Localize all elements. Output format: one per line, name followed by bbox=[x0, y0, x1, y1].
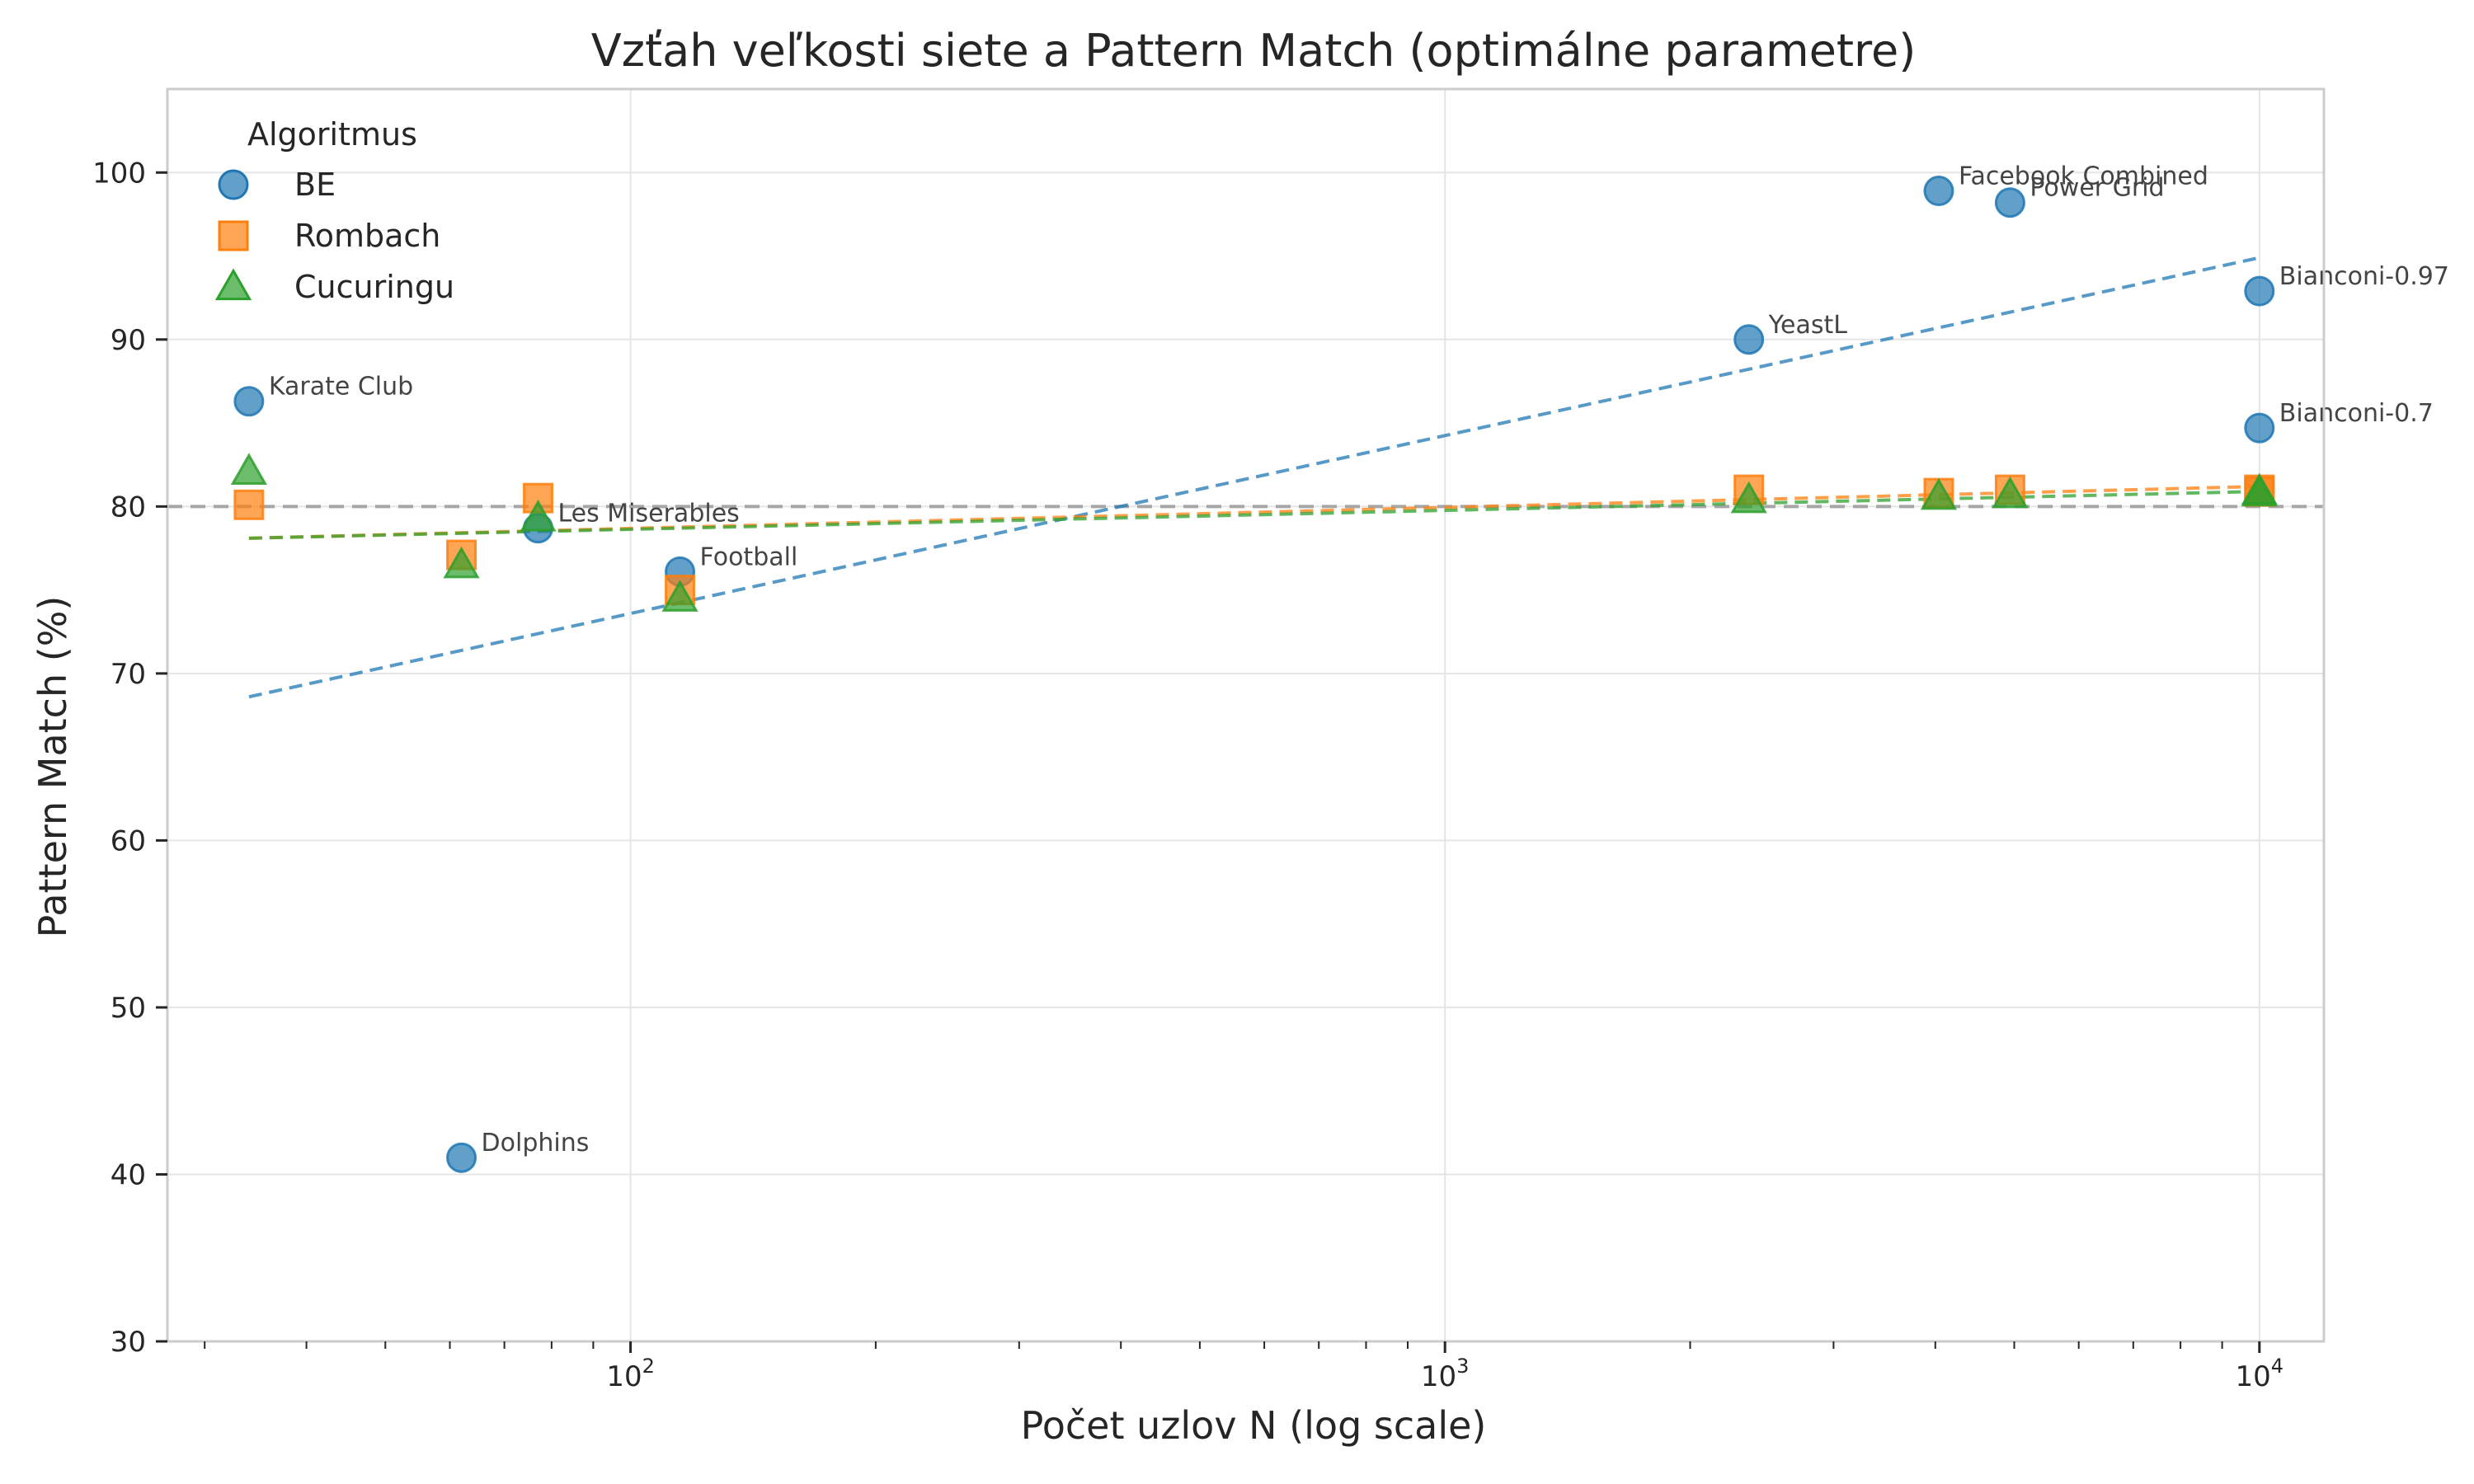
point-label: Karate Club bbox=[269, 373, 413, 402]
legend-item-rombach: Rombach bbox=[218, 218, 440, 254]
legend-label: Cucuringu bbox=[294, 269, 454, 305]
point-be bbox=[2244, 275, 2275, 307]
legend-label: Rombach bbox=[294, 218, 440, 254]
y-tick-label: 90 bbox=[111, 324, 146, 357]
x-tick-label: 103 bbox=[1421, 1355, 1470, 1393]
point-be bbox=[1994, 187, 2025, 218]
y-tick-label: 100 bbox=[92, 157, 146, 190]
grid bbox=[167, 89, 2324, 1341]
point-be bbox=[2244, 412, 2275, 444]
y-axis-title: Pattern Match (%) bbox=[31, 596, 75, 938]
point-cucuringu bbox=[230, 453, 268, 485]
trend-line-be bbox=[248, 256, 2260, 699]
point-label: Power Grid bbox=[2030, 174, 2164, 203]
legend-marker-be bbox=[218, 169, 249, 200]
point-cucuringu bbox=[1992, 476, 2029, 509]
point-cucuringu bbox=[2241, 472, 2278, 505]
plot-frame bbox=[166, 87, 2326, 1343]
x-tick-label: 104 bbox=[2236, 1355, 2284, 1393]
series-cucuringu bbox=[230, 453, 2278, 612]
legend-marker-rombach bbox=[218, 220, 249, 251]
legend: Algoritmus BE Rombach Cucuringu bbox=[214, 116, 454, 305]
point-rombach bbox=[233, 489, 265, 520]
legend-item-be: BE bbox=[218, 167, 336, 203]
x-tick-label: 102 bbox=[606, 1355, 655, 1393]
y-tick-label: 30 bbox=[111, 1326, 146, 1359]
y-tick-label: 70 bbox=[111, 658, 146, 691]
data-points bbox=[230, 176, 2278, 1173]
point-label: Bianconi-0.7 bbox=[2279, 399, 2434, 428]
legend-title: Algoritmus bbox=[247, 116, 417, 153]
y-tick-label: 60 bbox=[111, 824, 146, 857]
y-tick-label: 50 bbox=[111, 992, 146, 1025]
legend-item-cucuringu: Cucuringu bbox=[214, 268, 454, 305]
point-cucuringu bbox=[661, 580, 698, 612]
point-be bbox=[446, 1142, 477, 1173]
x-axis-title: Počet uzlov N (log scale) bbox=[1021, 1403, 1487, 1448]
point-be bbox=[1923, 176, 1954, 207]
point-cucuringu bbox=[520, 499, 557, 532]
point-label: Facebook Combined bbox=[1959, 162, 2208, 191]
point-labels: Karate Club Dolphins Les Miserables Footbal… bbox=[269, 162, 2449, 1158]
point-label: Football bbox=[700, 542, 798, 571]
legend-label: BE bbox=[294, 167, 336, 203]
point-label: Dolphins bbox=[482, 1129, 590, 1158]
point-cucuringu bbox=[443, 546, 480, 579]
point-label: YeastL bbox=[1768, 311, 1848, 340]
point-be bbox=[233, 386, 265, 417]
point-label: Bianconi-0.97 bbox=[2279, 262, 2449, 291]
point-cucuringu bbox=[1730, 481, 1767, 514]
legend-marker-cucuringu bbox=[214, 268, 252, 301]
point-cucuringu bbox=[1920, 477, 1958, 510]
y-tick-label: 80 bbox=[111, 491, 146, 524]
point-label: Les Miserables bbox=[557, 500, 739, 528]
y-tick-label: 40 bbox=[111, 1158, 146, 1191]
point-be bbox=[1733, 324, 1765, 355]
axes: 30 40 50 60 70 80 90 100 102 103 104 bbox=[92, 157, 2284, 1393]
chart-title: Vzťah veľkosti siete a Pattern Match (op… bbox=[591, 25, 1917, 77]
